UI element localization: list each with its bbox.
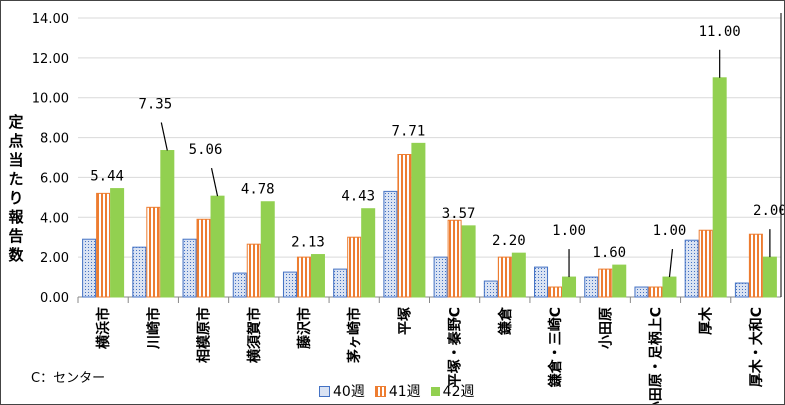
data-label: 1.00 (552, 223, 586, 239)
data-label: 4.78 (241, 182, 275, 198)
y-tick-label: 0.00 (40, 291, 69, 306)
x-tick-label: 相模原市 (196, 307, 213, 363)
data-label: 2.20 (492, 233, 526, 249)
x-tick-label: 厚木・大和C (748, 307, 765, 387)
legend-label-41: 41週 (388, 384, 421, 400)
bar-42週 (411, 142, 426, 298)
bar-42週 (210, 195, 225, 298)
legend-swatch-42 (430, 386, 440, 396)
bar-42週 (562, 276, 577, 298)
data-label: 5.44 (90, 169, 124, 185)
data-label: 5.06 (189, 142, 223, 158)
bar-42週 (612, 264, 627, 298)
leader-line (210, 168, 219, 197)
bar-41週 (146, 206, 161, 298)
legend-item-41: 41週 (374, 381, 421, 401)
bar-40週 (483, 280, 498, 298)
bar-40週 (634, 286, 649, 298)
y-axis-title: 定点当たり報告数 (8, 113, 24, 264)
bar-42週 (461, 225, 476, 298)
x-tick-label: 小田原 (598, 307, 614, 349)
bar-40週 (734, 282, 749, 298)
y-tick-label: 12.00 (32, 52, 69, 67)
bar-41週 (397, 154, 412, 298)
legend-item-40: 40週 (319, 381, 365, 401)
x-tick-label: 平塚 (397, 307, 413, 335)
data-label: 2.13 (291, 235, 325, 251)
bar-42週 (310, 254, 325, 298)
y-tick-label: 4.00 (40, 211, 69, 226)
legend: 40週 41週 42週 (319, 381, 474, 401)
data-label: 1.60 (592, 245, 626, 261)
bar-41週 (196, 218, 211, 298)
bar-41週 (648, 286, 663, 298)
bar-42週 (762, 256, 777, 298)
x-tick-label: 鎌倉・三崎C (547, 307, 564, 388)
data-label: 7.35 (138, 97, 172, 113)
bar-42週 (712, 77, 727, 298)
bar-40週 (684, 239, 699, 298)
legend-label-42: 42週 (442, 384, 475, 400)
bar-41週 (548, 286, 563, 298)
x-tick-label: 鎌倉 (497, 306, 514, 336)
x-tick-label: 横須賀市 (246, 307, 263, 363)
bar-42週 (511, 252, 526, 298)
legend-item-42: 42週 (430, 381, 475, 401)
bar-41週 (497, 256, 512, 298)
data-label: 4.43 (341, 189, 375, 205)
x-tick-label: 横浜市 (95, 307, 112, 349)
x-tick-label: 茅ヶ崎市 (346, 307, 363, 363)
legend-swatch-41 (374, 385, 386, 397)
bar-42週 (110, 188, 125, 298)
bar-41週 (598, 268, 613, 298)
bar-41週 (296, 256, 311, 298)
bar-41週 (447, 219, 462, 298)
x-tick-label: 厚木 (698, 306, 715, 335)
bar-40週 (182, 238, 197, 298)
y-tick-label: 2.00 (40, 251, 69, 266)
y-tick-label: 10.00 (32, 92, 69, 107)
data-label: 7.71 (392, 123, 426, 139)
bar-41週 (246, 243, 261, 298)
x-tick-label: 川崎市 (145, 307, 162, 350)
bar-41週 (698, 229, 713, 298)
y-tick-label: 14.00 (32, 12, 69, 27)
bar-40週 (333, 268, 348, 298)
data-label: 11.00 (699, 24, 741, 40)
x-tick-label: 平塚・秦野C (447, 307, 464, 387)
x-tick-label: 藤沢市 (296, 307, 313, 349)
bar-40週 (433, 256, 448, 298)
bar-40週 (82, 238, 97, 298)
bar-41週 (347, 236, 362, 298)
leader-line (668, 249, 674, 278)
bar-41週 (748, 233, 763, 298)
bar-40週 (132, 246, 147, 298)
bar-40週 (383, 190, 398, 298)
leader-line (160, 122, 168, 151)
legend-swatch-40 (319, 385, 330, 397)
bar-42週 (361, 208, 376, 298)
y-tick-label: 6.00 (40, 171, 69, 186)
bar-40週 (282, 271, 297, 298)
x-tick-label: 小田原・足柄上C (647, 307, 664, 405)
legend-label-40: 40週 (333, 384, 365, 400)
data-label: 1.00 (653, 223, 687, 239)
y-tick-label: 8.00 (40, 132, 69, 147)
data-label: 2.00 (753, 203, 785, 219)
bar-40週 (534, 266, 549, 298)
bar-41週 (96, 192, 111, 298)
bar-42週 (260, 201, 275, 298)
bar-40週 (232, 272, 247, 298)
footnote: C：センター (31, 371, 106, 386)
bar-42週 (160, 150, 175, 298)
data-label: 3.57 (442, 206, 476, 222)
bar-42週 (662, 276, 677, 298)
bar-40週 (584, 276, 599, 298)
